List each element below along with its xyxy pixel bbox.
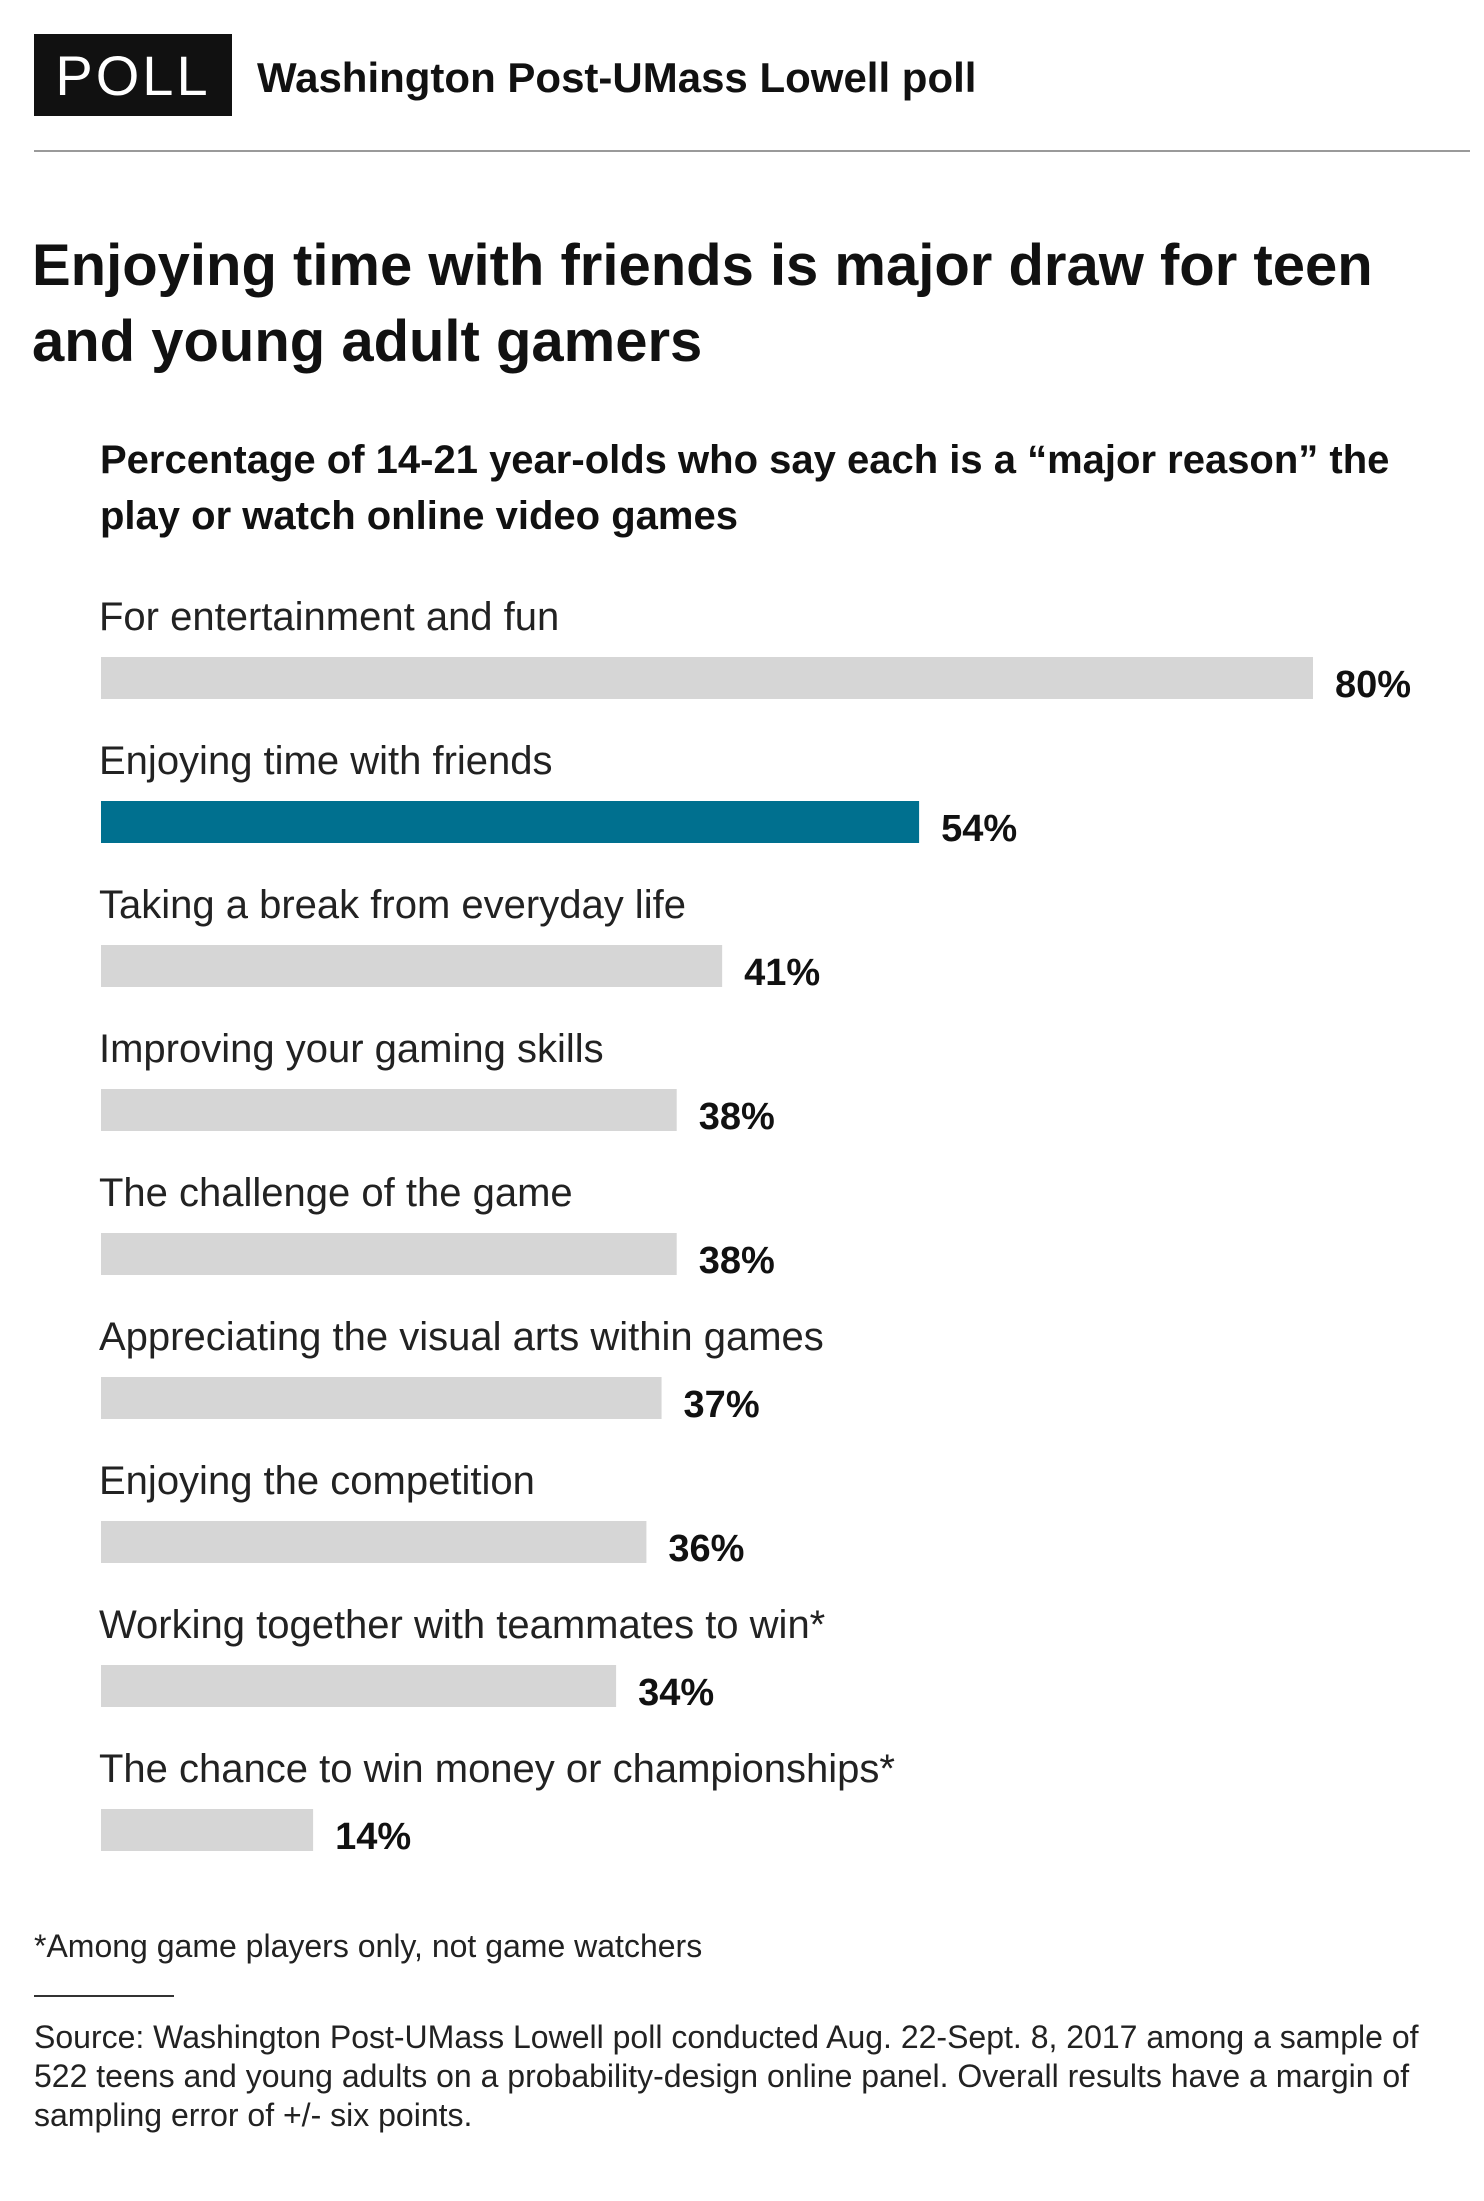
header: POLL Washington Post-UMass Lowell poll xyxy=(34,34,1474,116)
chart-title: Enjoying time with friends is major draw… xyxy=(32,233,1373,374)
bar-chart: For entertainment and fun 80% Enjoying tim… xyxy=(99,595,1411,1858)
header-title: Washington Post-UMass Lowell poll xyxy=(257,54,977,101)
value-label: 34% xyxy=(638,1672,714,1714)
bar xyxy=(101,1665,617,1707)
header-divider xyxy=(34,150,1470,152)
poll-badge: POLL xyxy=(34,34,232,116)
bar xyxy=(101,945,723,987)
bar xyxy=(101,801,920,843)
bar xyxy=(101,1233,677,1275)
category-label: For entertainment and fun xyxy=(99,595,559,639)
source-note: Source: Washington Post-UMass Lowell pol… xyxy=(34,2019,1419,2133)
category-label: Taking a break from everyday life xyxy=(99,883,686,927)
footnote: *Among game players only, not game watch… xyxy=(34,1928,703,1964)
bar xyxy=(101,1521,647,1563)
category-label: Enjoying time with friends xyxy=(99,739,553,783)
footnote-divider xyxy=(34,1995,174,1997)
value-label: 36% xyxy=(668,1528,744,1570)
value-label: 38% xyxy=(699,1240,775,1282)
bar xyxy=(101,1089,677,1131)
category-label: The chance to win money or championships… xyxy=(99,1747,895,1791)
chart-subtitle: Percentage of 14-21 year-olds who say ea… xyxy=(100,438,1390,538)
category-label: Working together with teammates to win* xyxy=(99,1603,825,1647)
value-label: 41% xyxy=(744,952,820,994)
value-label: 80% xyxy=(1335,664,1411,706)
value-label: 38% xyxy=(699,1096,775,1138)
value-label: 14% xyxy=(335,1816,411,1858)
value-label: 54% xyxy=(941,808,1017,850)
bar xyxy=(101,1377,662,1419)
category-label: The challenge of the game xyxy=(99,1171,573,1215)
bar xyxy=(101,657,1313,699)
category-label: Enjoying the competition xyxy=(99,1459,535,1503)
value-label: 37% xyxy=(684,1384,760,1426)
category-label: Appreciating the visual arts within game… xyxy=(99,1315,824,1359)
bar xyxy=(101,1809,314,1851)
category-label: Improving your gaming skills xyxy=(99,1027,604,1071)
